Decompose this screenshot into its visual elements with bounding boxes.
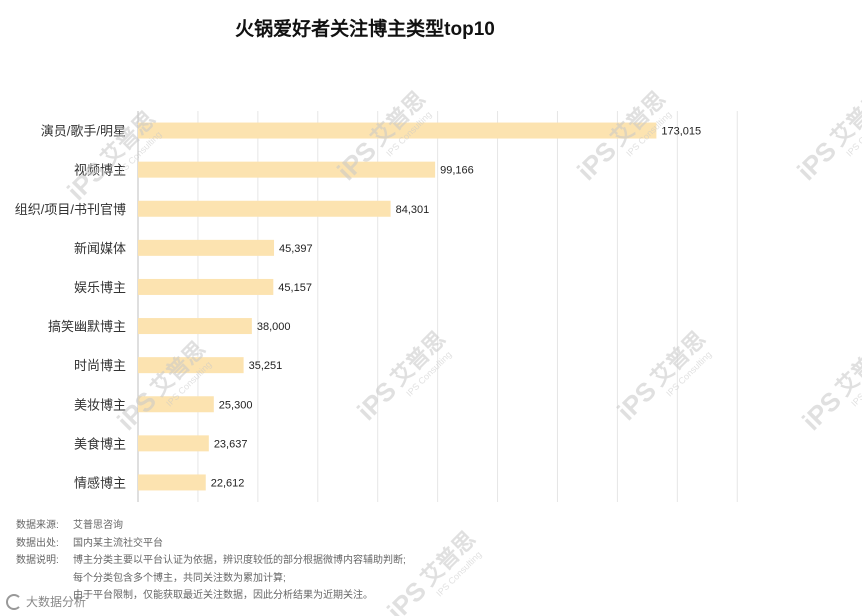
data-label: 25,300 — [219, 399, 253, 411]
note-source: 数据来源: 艾普思咨询 — [16, 517, 406, 535]
note-key: 数据出处: — [16, 537, 59, 549]
category-label: 新闻媒体 — [74, 241, 126, 256]
bar — [138, 161, 436, 178]
bar — [138, 278, 274, 295]
data-label: 99,166 — [440, 165, 474, 177]
source-logo: 大数据分析 — [6, 593, 86, 610]
category-labels: 演员/歌手/明星视频博主组织/项目/书刊官博新闻媒体娱乐博主搞笑幽默博主时尚博主… — [15, 124, 126, 491]
notes-block: 数据来源: 艾普思咨询 数据出处: 国内某主流社交平台 数据说明: 博主分类主要… — [16, 517, 406, 605]
category-label: 娱乐博主 — [74, 280, 126, 295]
note-text: 国内某主流社交平台 — [73, 537, 163, 549]
note-text: 艾普思咨询 — [73, 520, 123, 531]
data-label: 84,301 — [396, 204, 430, 216]
category-label: 演员/歌手/明星 — [41, 124, 126, 139]
note-explain-2: 每个分类包含多个博主，共同关注数为累加计算; — [73, 572, 286, 584]
chart-title: 火锅爱好者关注博主类型top10 — [235, 19, 495, 40]
bar — [138, 357, 244, 374]
note-origin: 数据出处: 国内某主流社交平台 — [16, 535, 406, 553]
bar — [138, 396, 214, 413]
data-label: 35,251 — [249, 360, 283, 372]
logo-swirl-icon — [6, 593, 22, 610]
category-label: 美食博主 — [74, 436, 126, 451]
data-label: 45,157 — [278, 282, 312, 294]
data-label: 45,397 — [279, 243, 313, 255]
category-label: 时尚博主 — [74, 358, 126, 373]
note-key: 数据说明: — [16, 555, 59, 566]
bar-series: 173,015 99,166 84,301 45,397 45,157 38,000 35,… — [138, 122, 701, 491]
data-label: 23,637 — [214, 438, 248, 450]
data-label: 173,015 — [661, 126, 701, 138]
note-explain: 数据说明: 博主分类主要以平台认证为依据，辨识度较低的部分根据微博内容辅助判断; — [16, 552, 406, 570]
category-label: 组织/项目/书刊官博 — [15, 202, 126, 217]
category-label: 美妆博主 — [74, 397, 126, 412]
note-text: 博主分类主要以平台认证为依据，辨识度较低的部分根据微博内容辅助判断; — [73, 555, 406, 566]
category-label: 情感博主 — [74, 475, 126, 490]
note-explain-3: 由于平台限制，仅能获取最近关注数据，因此分析结果为近期关注。 — [73, 590, 373, 601]
bar — [138, 200, 391, 217]
data-label: 22,612 — [211, 477, 245, 489]
bar — [138, 122, 657, 139]
category-label: 搞笑幽默博主 — [48, 319, 126, 334]
source-logo-text: 大数据分析 — [26, 595, 87, 609]
category-label: 视频博主 — [74, 163, 126, 178]
bar — [138, 239, 275, 256]
bar — [138, 435, 209, 452]
bar — [138, 318, 252, 335]
note-key: 数据来源: — [16, 520, 59, 531]
data-label: 38,000 — [257, 321, 291, 333]
watermark-brand: 艾普思 — [831, 336, 862, 400]
bar — [138, 474, 206, 491]
